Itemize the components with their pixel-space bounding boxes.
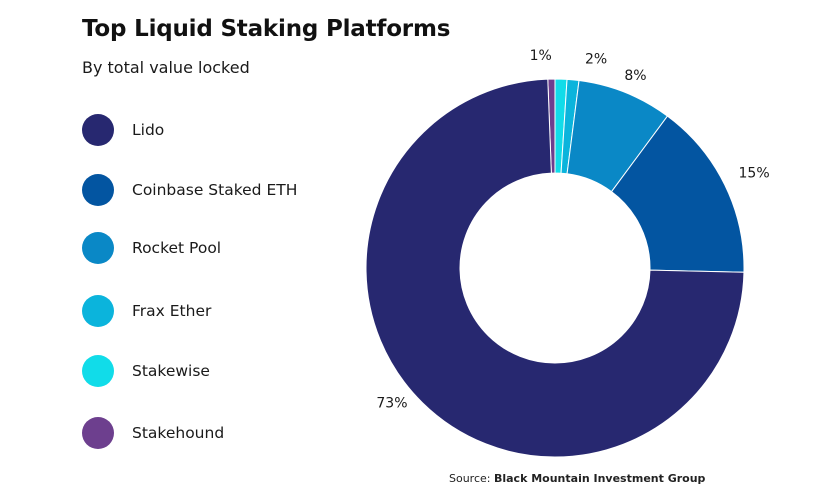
legend-item-stakehound: Stakehound xyxy=(82,416,224,450)
legend-label-coinbase-staked-eth: Coinbase Staked ETH xyxy=(132,181,298,199)
source-note: Source: Black Mountain Investment Group xyxy=(449,472,705,485)
legend-swatch-stakewise xyxy=(82,355,114,387)
legend-label-lido: Lido xyxy=(132,121,165,139)
legend-swatch-coinbase-staked-eth xyxy=(82,174,114,206)
legend-item-coinbase-staked-eth: Coinbase Staked ETH xyxy=(82,173,297,207)
legend-swatch-stakehound xyxy=(82,417,114,449)
legend-item-frax-ether: Frax Ether xyxy=(82,294,211,328)
slice-labels: 73% 15% 8% 2% 1% xyxy=(376,48,769,411)
slice-label-frax-ether: 2% xyxy=(585,52,607,68)
legend-item-rocket-pool: Rocket Pool xyxy=(82,231,221,265)
chart-subtitle: By total value locked xyxy=(82,58,250,77)
slice-label-lido: 73% xyxy=(376,395,407,411)
legend-label-stakewise: Stakewise xyxy=(132,362,210,380)
legend-label-stakehound: Stakehound xyxy=(132,424,225,442)
source-prefix: Source: xyxy=(449,472,494,485)
legend-item-lido: Lido xyxy=(82,113,164,147)
legend-swatch-frax-ether xyxy=(82,295,114,327)
legend-item-stakewise: Stakewise xyxy=(82,354,210,388)
legend-label-frax-ether: Frax Ether xyxy=(132,302,212,320)
slice-label-rocket-pool: 8% xyxy=(624,68,646,84)
donut-slices xyxy=(365,78,745,458)
legend-swatch-rocket-pool xyxy=(82,232,114,264)
legend-swatch-lido xyxy=(82,114,114,146)
slice-label-stakehound: 1% xyxy=(530,48,552,64)
slice-label-coinbase-staked-eth: 15% xyxy=(739,165,770,181)
chart-title: Top Liquid Staking Platforms xyxy=(82,16,451,42)
slice-lido xyxy=(365,78,745,458)
legend-label-rocket-pool: Rocket Pool xyxy=(132,239,222,257)
source-name: Black Mountain Investment Group xyxy=(493,472,706,485)
